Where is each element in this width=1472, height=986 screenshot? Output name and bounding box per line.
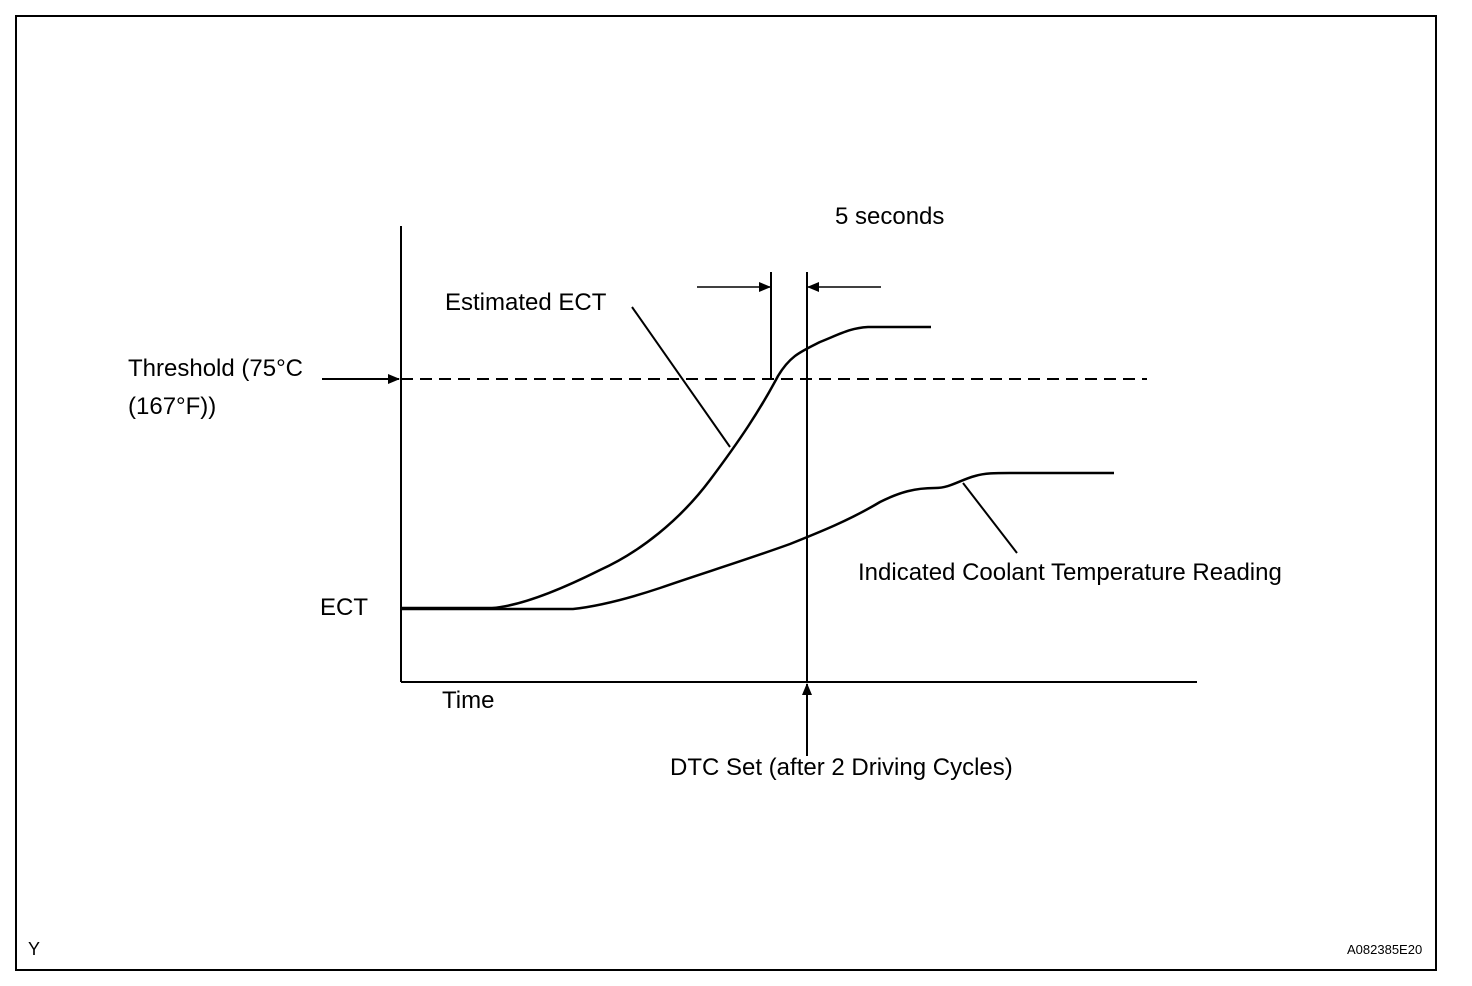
figure-code: A082385E20 bbox=[1347, 942, 1423, 957]
threshold-label-line2: (167°F)) bbox=[128, 393, 217, 420]
estimated-ect-leader bbox=[631, 306, 731, 448]
indicated-coolant-label: Indicated Coolant Temperature Reading bbox=[858, 559, 1282, 586]
time-axis-label: Time bbox=[442, 687, 495, 714]
indicated-coolant-leader bbox=[962, 482, 1018, 554]
five-seconds-label: 5 seconds bbox=[835, 203, 945, 230]
ect-axis-label: ECT bbox=[320, 594, 368, 621]
estimated-ect-label: Estimated ECT bbox=[445, 289, 607, 316]
dtc-set-label: DTC Set (after 2 Driving Cycles) bbox=[670, 754, 1013, 781]
figure-frame bbox=[15, 15, 1437, 971]
indicated-coolant-curve bbox=[401, 471, 1114, 611]
corner-marker: Y bbox=[28, 939, 41, 959]
threshold-label-line1: Threshold (75°C bbox=[128, 355, 304, 382]
estimated-ect-curve bbox=[401, 325, 931, 610]
